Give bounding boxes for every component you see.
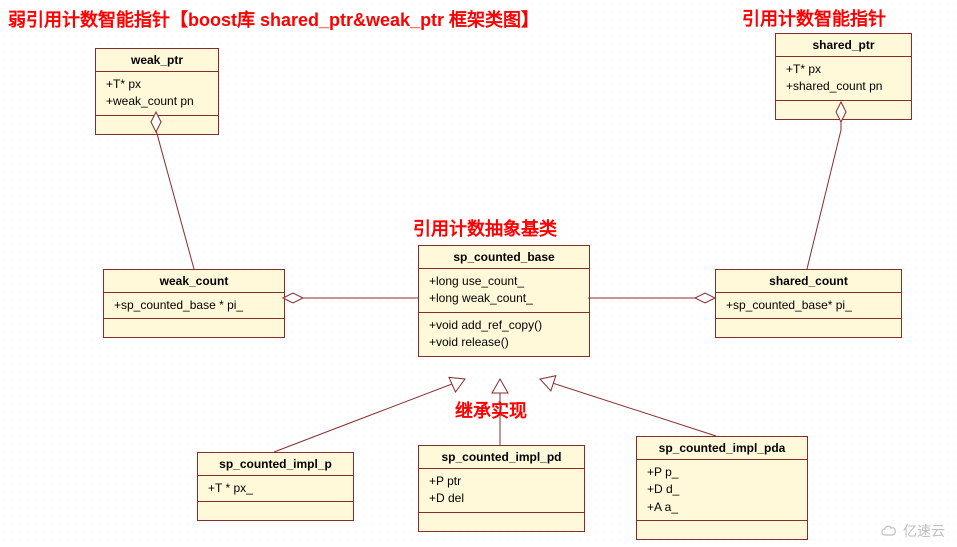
class-sp_counted_impl_p: sp_counted_impl_p +T * px_ <box>197 452 354 521</box>
attr: +sp_counted_base* pi_ <box>726 297 891 314</box>
class-name: weak_count <box>104 270 284 293</box>
watermark-text: 亿速云 <box>903 521 945 541</box>
attr: +D d_ <box>647 481 797 498</box>
title-top-left: 弱引用计数智能指针【boost库 shared_ptr&weak_ptr 框架类… <box>8 6 539 32</box>
class-name: sp_counted_impl_pda <box>637 437 807 460</box>
watermark: 亿速云 <box>879 521 945 541</box>
op: +void release() <box>429 334 579 351</box>
attr: +sp_counted_base * pi_ <box>114 297 274 314</box>
class-shared_count: shared_count +sp_counted_base* pi_ <box>715 269 902 338</box>
title-inherit: 继承实现 <box>455 397 527 423</box>
class-ops <box>776 101 911 119</box>
class-attrs: +P p_ +D d_ +A a_ <box>637 460 807 521</box>
class-sp_counted_impl_pd: sp_counted_impl_pd +P ptr +D del <box>418 445 585 532</box>
attr: +T * px_ <box>208 480 343 497</box>
class-weak_ptr: weak_ptr +T* px +weak_count pn <box>95 48 219 135</box>
class-ops <box>104 319 284 337</box>
canvas: 弱引用计数智能指针【boost库 shared_ptr&weak_ptr 框架类… <box>0 0 957 547</box>
class-attrs: +long use_count_ +long weak_count_ <box>419 269 589 313</box>
attr: +D del <box>429 490 574 507</box>
class-sp_counted_base: sp_counted_base +long use_count_ +long w… <box>418 245 590 357</box>
class-name: weak_ptr <box>96 49 218 72</box>
attr: +T* px <box>786 61 901 78</box>
attr: +A a_ <box>647 499 797 516</box>
title-top-right: 引用计数智能指针 <box>742 5 886 31</box>
class-sp_counted_impl_pda: sp_counted_impl_pda +P p_ +D d_ +A a_ <box>636 436 808 540</box>
class-weak_count: weak_count +sp_counted_base * pi_ <box>103 269 285 338</box>
class-name: shared_count <box>716 270 901 293</box>
class-ops <box>96 116 218 134</box>
class-attrs: +T* px +shared_count pn <box>776 57 911 101</box>
attr: +long weak_count_ <box>429 290 579 307</box>
class-name: sp_counted_base <box>419 246 589 269</box>
class-attrs: +sp_counted_base * pi_ <box>104 293 284 319</box>
op: +void add_ref_copy() <box>429 317 579 334</box>
class-name: sp_counted_impl_p <box>198 453 353 476</box>
class-attrs: +T * px_ <box>198 476 353 502</box>
attr: +weak_count pn <box>106 93 208 110</box>
title-center: 引用计数抽象基类 <box>413 215 557 241</box>
attr: +P ptr <box>429 473 574 490</box>
class-attrs: +P ptr +D del <box>419 469 584 513</box>
class-name: sp_counted_impl_pd <box>419 446 584 469</box>
class-name: shared_ptr <box>776 34 911 57</box>
class-attrs: +sp_counted_base* pi_ <box>716 293 901 319</box>
watermark-icon <box>879 524 899 538</box>
attr: +T* px <box>106 76 208 93</box>
attr: +P p_ <box>647 464 797 481</box>
attr: +shared_count pn <box>786 78 901 95</box>
class-ops <box>637 521 807 539</box>
class-ops: +void add_ref_copy() +void release() <box>419 313 589 356</box>
class-ops <box>198 502 353 520</box>
class-shared_ptr: shared_ptr +T* px +shared_count pn <box>775 33 912 120</box>
attr: +long use_count_ <box>429 273 579 290</box>
class-ops <box>716 319 901 337</box>
class-attrs: +T* px +weak_count pn <box>96 72 218 116</box>
class-ops <box>419 513 584 531</box>
